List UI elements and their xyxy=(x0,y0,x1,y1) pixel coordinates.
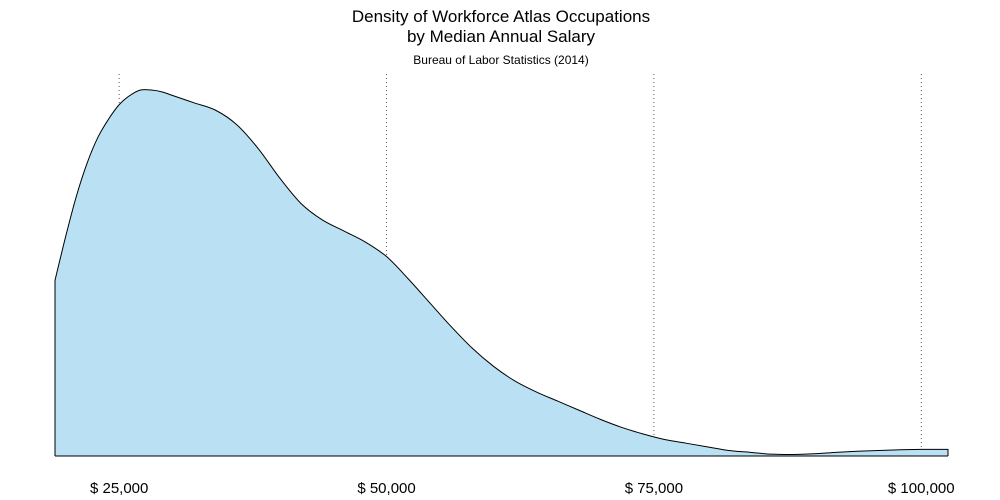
x-tick-label-3: $ 100,000 xyxy=(888,480,955,497)
x-tick-labels: $ 25,000 $ 50,000 $ 75,000 $ 100,000 xyxy=(90,480,955,497)
chart-title-line-2: by Median Annual Salary xyxy=(407,27,596,46)
chart-title-line-1: Density of Workforce Atlas Occupations xyxy=(352,7,650,26)
x-tick-label-0: $ 25,000 xyxy=(90,480,148,497)
x-tick-label-1: $ 50,000 xyxy=(357,480,415,497)
chart-subtitle: Bureau of Labor Statistics (2014) xyxy=(413,53,588,67)
density-area xyxy=(55,89,948,457)
x-tick-label-2: $ 75,000 xyxy=(625,480,683,497)
density-line xyxy=(54,89,949,456)
